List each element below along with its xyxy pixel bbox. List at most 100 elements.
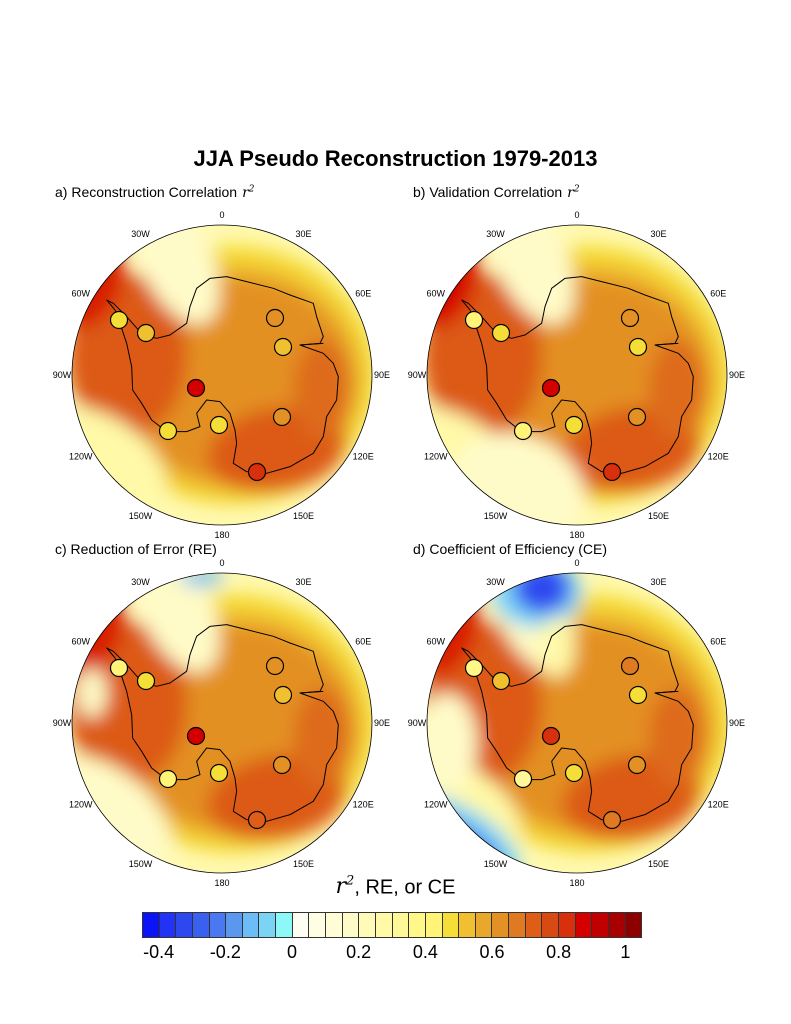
colorbar-tick-label: 0.2 [346, 942, 372, 962]
colorbar-tick-label: 0.4 [412, 942, 438, 962]
colorbar-tick-label: 1 [620, 942, 631, 962]
colorbar-swatch [292, 913, 310, 937]
colorbar-swatch [425, 913, 443, 937]
colorbar-swatch [342, 913, 360, 937]
colorbar-swatch [159, 913, 177, 937]
map-boundary [426, 572, 728, 874]
colorbar-swatch [276, 913, 293, 937]
station-marker [136, 671, 156, 691]
field-region [649, 688, 705, 788]
panel-title-var: r2 [567, 184, 580, 201]
longitude-label: 0 [574, 210, 579, 220]
colorbar-swatch [525, 913, 543, 937]
longitude-label: 90E [729, 370, 745, 380]
longitude-label: 180 [569, 530, 584, 540]
field-region [649, 340, 705, 440]
longitude-label: 120E [708, 452, 729, 462]
longitude-label: 30E [650, 577, 666, 587]
longitude-label: 60W [427, 289, 446, 299]
panel-title-text: d) Coefficient of Efficiency (CE) [413, 541, 608, 557]
colorbar-title-var: r2 [335, 874, 355, 900]
panel-title: b) Validation Correlation r2 [413, 184, 580, 201]
colorbar-swatch [209, 913, 227, 937]
longitude-label: 120W [69, 800, 93, 810]
colorbar-tick-label: 0.6 [479, 942, 505, 962]
longitude-label: 150E [293, 859, 314, 869]
panel-title-text: c) Reduction of Error (RE) [55, 541, 217, 557]
station-marker [602, 810, 622, 830]
station-marker [272, 755, 292, 775]
colorbar-tick-label: -0.2 [209, 942, 241, 962]
longitude-label: 30W [486, 229, 505, 239]
colorbar-swatch [475, 913, 493, 937]
station-marker [628, 337, 648, 357]
longitude-label: 0 [219, 210, 224, 220]
ice-shelf-line [654, 342, 679, 346]
colorbar-swatch [143, 913, 160, 937]
field-region [483, 225, 575, 325]
station-marker [620, 308, 640, 328]
colorbar-swatch [442, 913, 460, 937]
panel-title: a) Reconstruction Correlation r2 [55, 184, 255, 201]
longitude-label: 90W [53, 370, 72, 380]
colorbar-swatch [176, 913, 193, 937]
station-marker [464, 658, 484, 678]
station-marker [620, 656, 640, 676]
longitude-label: 120W [424, 452, 448, 462]
longitude-label: 150E [648, 511, 669, 521]
longitude-label: 90E [374, 370, 390, 380]
longitude-label: 120W [69, 452, 93, 462]
longitude-label: 90W [408, 718, 427, 728]
colorbar-swatch [575, 913, 593, 937]
field-region [77, 668, 107, 718]
colorbar-swatch [192, 913, 210, 937]
field-region [427, 693, 477, 793]
station-marker [513, 421, 533, 441]
panel-title-text: a) Reconstruction Correlation [55, 184, 238, 200]
map-boundary [71, 224, 373, 526]
colorbar-swatch [226, 913, 243, 937]
longitude-label: 150W [484, 859, 508, 869]
colorbar-tick-label: 0 [286, 942, 298, 962]
longitude-label: 60E [355, 637, 371, 647]
station-marker [464, 310, 484, 330]
panel-title: c) Reduction of Error (RE) [55, 541, 217, 557]
longitude-label: 30W [486, 577, 505, 587]
longitude-label: 150W [129, 511, 153, 521]
station-marker [491, 671, 511, 691]
longitude-label: 60W [427, 637, 446, 647]
longitude-label: 0 [574, 558, 579, 568]
station-marker [564, 415, 584, 435]
station-marker [247, 810, 267, 830]
longitude-label: 30E [295, 229, 311, 239]
colorbar-swatch [608, 913, 626, 937]
station-marker [247, 462, 267, 482]
station-marker [209, 763, 229, 783]
colorbar [142, 912, 642, 938]
longitude-label: 60E [355, 289, 371, 299]
longitude-label: 90E [729, 718, 745, 728]
longitude-label: 180 [569, 878, 584, 888]
longitude-label: 30E [295, 577, 311, 587]
colorbar-swatch [375, 913, 393, 937]
field-region [128, 573, 220, 673]
station-marker [186, 378, 206, 398]
longitude-label: 150W [484, 511, 508, 521]
colorbar-swatch [259, 913, 277, 937]
ice-shelf-line [299, 690, 324, 694]
station-marker [158, 421, 178, 441]
longitude-label: 30E [650, 229, 666, 239]
longitude-label: 60E [710, 637, 726, 647]
station-marker [109, 658, 129, 678]
station-marker [209, 415, 229, 435]
colorbar-tick-label: -0.4 [143, 942, 175, 962]
ice-shelf-line [654, 690, 679, 694]
polar-map: 0 30E 60E 90E 120E 150E 180 150W 120W 90W 60W 30W [408, 558, 745, 888]
colorbar-swatch [409, 913, 426, 937]
station-marker [136, 323, 156, 343]
station-marker [109, 310, 129, 330]
polar-map: 0 30E 60E 90E 120E 150E 180 150W 120W 90W 60W 30W [53, 210, 390, 540]
station-marker [158, 769, 178, 789]
polar-map: 0 30E 60E 90E 120E 150E 180 150W 120W 90W 60W 30W [53, 558, 390, 888]
longitude-label: 90E [374, 718, 390, 728]
